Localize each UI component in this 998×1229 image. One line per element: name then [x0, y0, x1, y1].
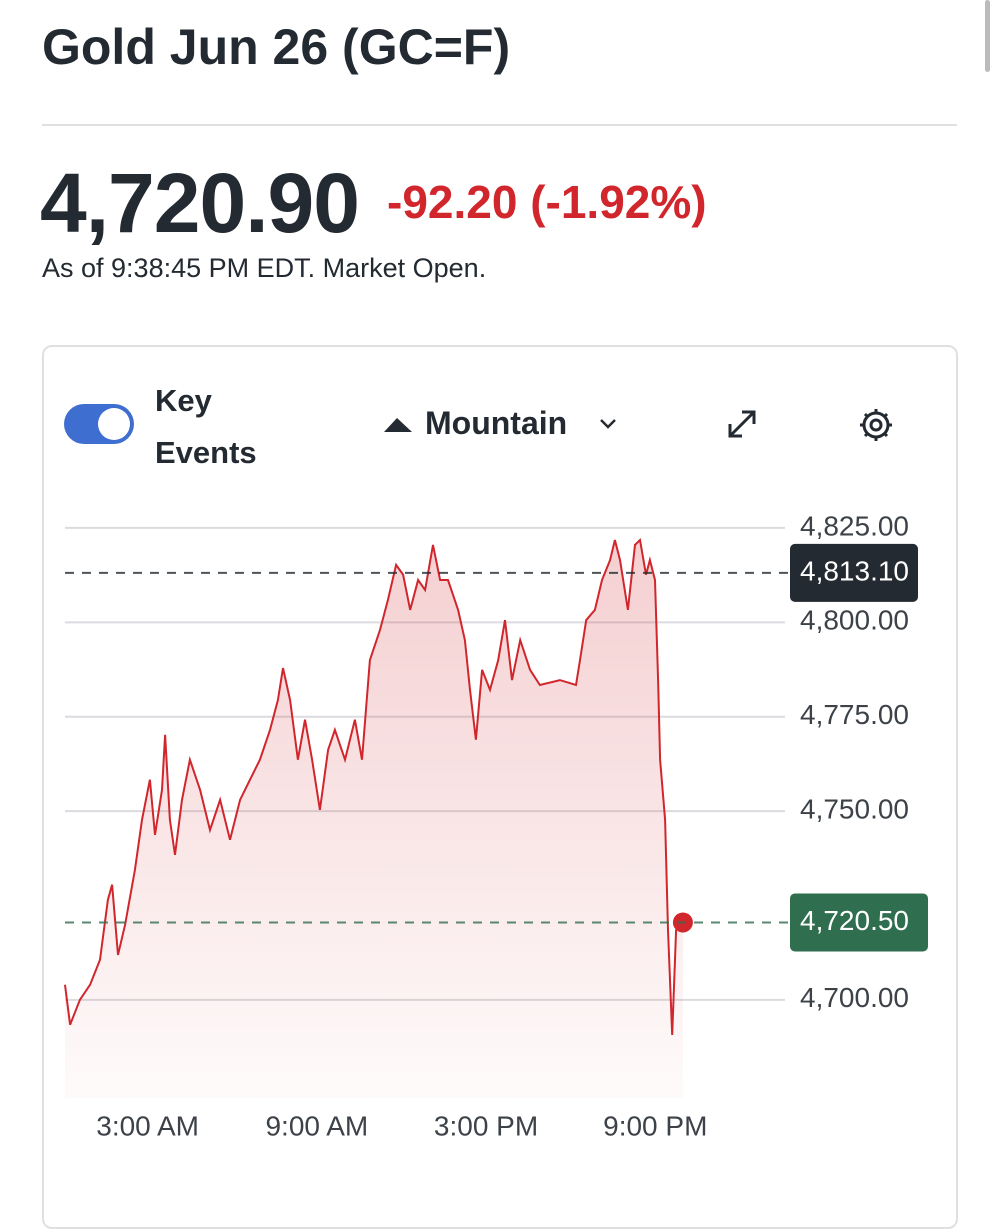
x-tick-label: 3:00 AM — [96, 1110, 199, 1141]
scrollbar — [985, 0, 990, 72]
y-tick-label: 4,800.00 — [800, 605, 909, 636]
reference-label-box — [790, 893, 928, 952]
reference-label-box — [790, 543, 918, 602]
area — [65, 540, 683, 1098]
toggle-label: Key Events — [155, 383, 257, 470]
y-tick-label: 4,825.00 — [800, 510, 909, 541]
x-tick-label: 9:00 AM — [265, 1110, 368, 1141]
y-tick-label: 4,700.00 — [800, 982, 909, 1013]
x-tick-label: 3:00 PM — [434, 1110, 538, 1141]
chart-style-dropdown[interactable]: Mountain — [425, 405, 568, 441]
price-change: -92.20 (-1.92%) — [387, 176, 707, 228]
expand-icon[interactable] — [728, 410, 756, 438]
price-line — [64, 537, 684, 1036]
key-events-toggle[interactable] — [64, 404, 134, 444]
y-tick-label: 4,750.00 — [800, 793, 909, 824]
reference-label: 4,720.50 — [800, 905, 909, 936]
settings-icon[interactable] — [860, 409, 892, 441]
divider — [42, 124, 957, 126]
mountain-icon — [384, 418, 412, 432]
market-status: As of 9:38:45 PM EDT. Market Open. — [42, 253, 487, 283]
chart: 4,700.00 4,750.00 4,775.00 4,800.00 4,825.00… — [64, 409, 928, 1141]
price: 4,720.90 — [40, 156, 360, 250]
toggle-knob — [98, 408, 130, 440]
page: Gold Jun 26 (GC=F) 4,720.90 -92.20 (-1.9… — [40, 0, 990, 1229]
x-tick-label: 9:00 PM — [603, 1110, 707, 1141]
reference-label: 4,813.10 — [800, 555, 909, 586]
y-tick-label: 4,775.00 — [800, 699, 909, 730]
title: Gold Jun 26 (GC=F) — [42, 19, 511, 75]
dropdown-caret[interactable] — [600, 419, 616, 429]
